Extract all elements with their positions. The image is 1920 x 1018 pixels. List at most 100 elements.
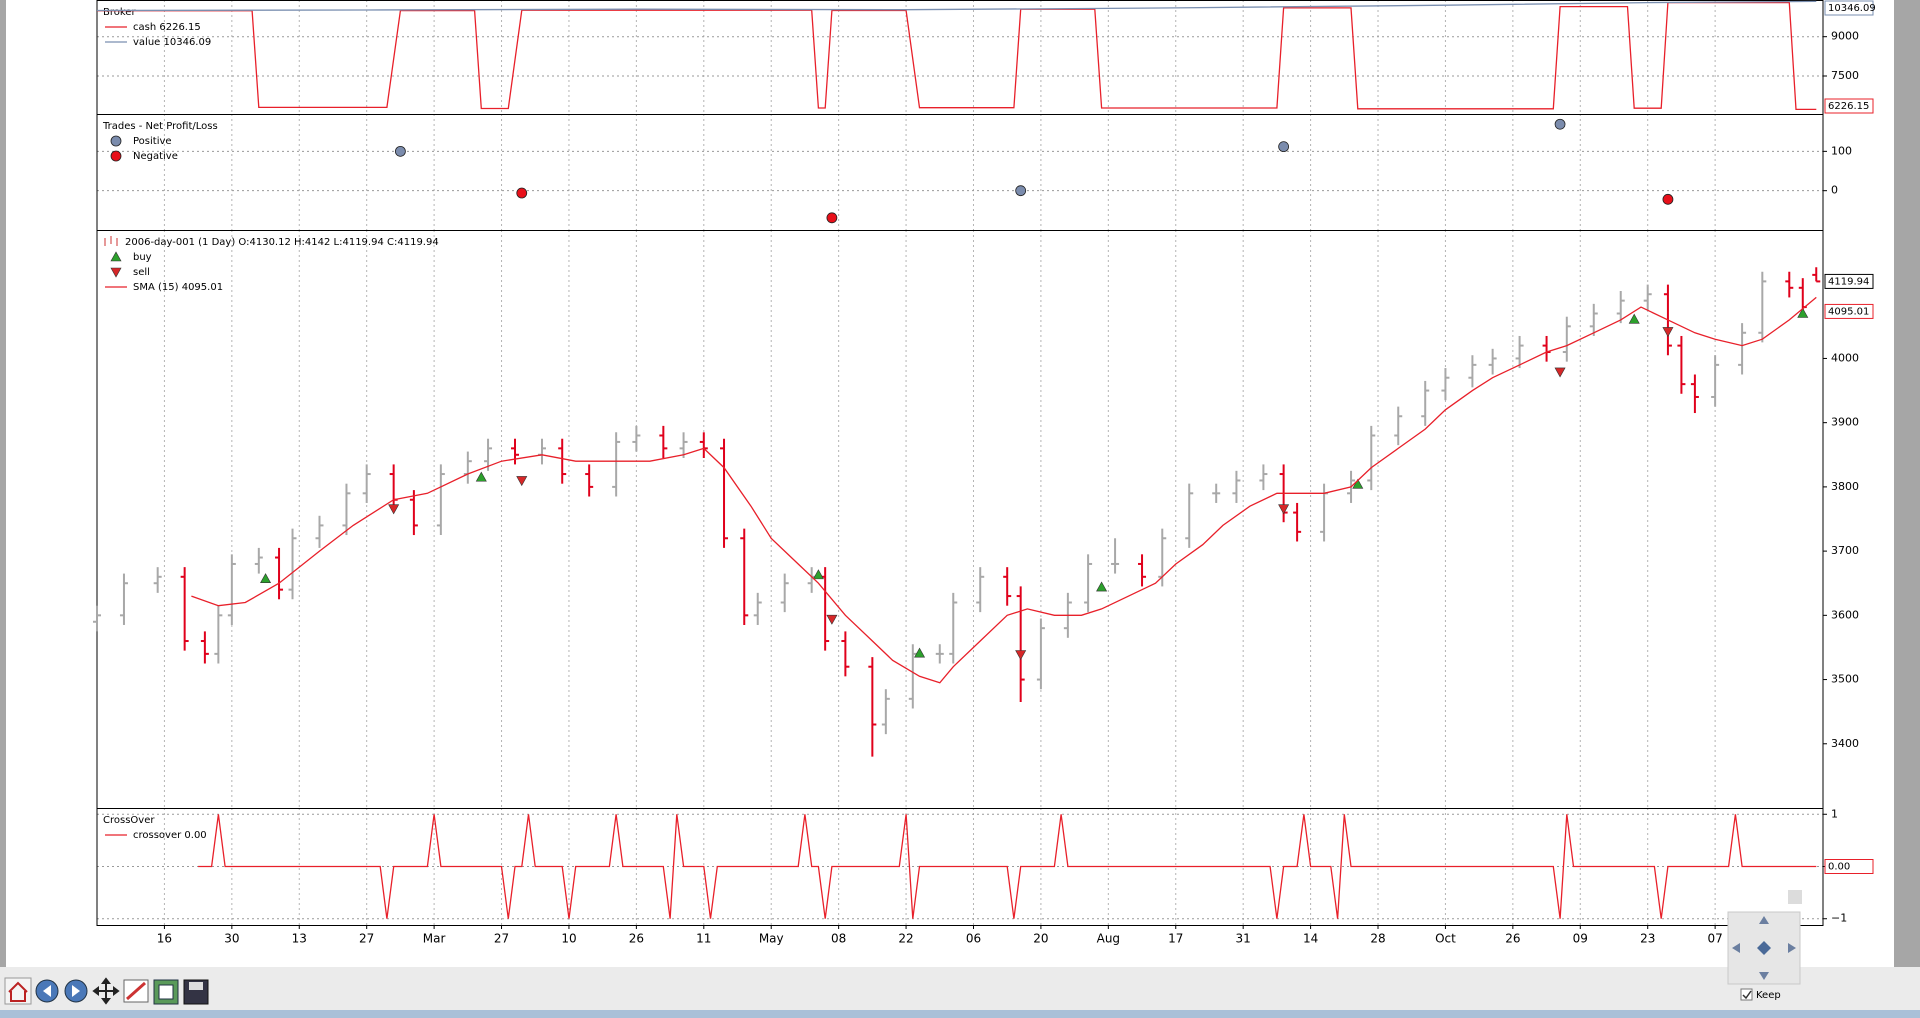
y-tick-label: 3400 (1831, 737, 1859, 750)
x-tick-label: 08 (831, 932, 846, 946)
x-tick-label: 23 (1640, 932, 1655, 946)
x-tick-label: 26 (1505, 932, 1520, 946)
x-tick-label: 09 (1573, 932, 1588, 946)
window-edge (0, 0, 6, 967)
x-tick-label: 22 (898, 932, 913, 946)
series-line (198, 814, 1817, 919)
panel-title: Broker (103, 7, 136, 18)
x-tick-label: 26 (629, 932, 644, 946)
buy-marker (1797, 307, 1809, 318)
x-tick-label: Oct (1435, 932, 1456, 946)
sell-marker (1554, 367, 1566, 378)
y-tick-label: 3600 (1831, 608, 1859, 621)
trade-point (1278, 141, 1290, 153)
home-button[interactable] (4, 977, 32, 1005)
buy-marker (812, 569, 824, 580)
buy-marker (475, 471, 487, 482)
navigation-widget: Keep (1727, 890, 1802, 1001)
y-tick-label: 4000 (1831, 351, 1859, 364)
window-edge (1894, 0, 1920, 967)
keep-checkbox[interactable] (1740, 988, 1753, 1001)
y-tick-label: 3500 (1831, 673, 1859, 686)
buy-marker (1628, 313, 1640, 324)
panel-title: 2006-day-001 (1 Day) O:4130.12 H:4142 L:… (125, 237, 439, 248)
y-tick-label: 3800 (1831, 480, 1859, 493)
x-tick-label: 27 (494, 932, 509, 946)
nav-button[interactable] (1788, 890, 1802, 904)
toolbar-buttons (4, 977, 209, 1005)
trade-point (394, 145, 406, 157)
x-tick-label: 06 (966, 932, 981, 946)
configure-button[interactable] (153, 979, 179, 1005)
buy-marker (1352, 478, 1364, 489)
panel-title: Trades - Net Profit/Loss (102, 121, 218, 132)
x-tick-label: 16 (157, 932, 172, 946)
x-tick-label: 07 (1707, 932, 1722, 946)
last-value-tag (1824, 859, 1874, 874)
x-tick-label: 30 (224, 932, 239, 946)
trade-point (1554, 118, 1566, 130)
last-value-label: 4095.01 (1828, 306, 1869, 317)
last-value-tag (1824, 0, 1874, 16)
legend-label: crossover 0.00 (133, 830, 207, 841)
sell-marker (516, 476, 528, 487)
series-line (191, 296, 1817, 684)
sell-marker (1278, 504, 1290, 515)
sell-marker (1015, 650, 1027, 661)
sell-marker (826, 614, 838, 625)
buy-marker (914, 647, 926, 658)
last-value-label: 6226.15 (1828, 101, 1869, 112)
status-bar (0, 1010, 1920, 1018)
trade-point (1662, 193, 1674, 205)
y-tick-label: 1 (1831, 807, 1838, 820)
save-button[interactable] (183, 979, 209, 1005)
legend-ohlc-icon (104, 236, 118, 246)
legend-label: Negative (133, 151, 178, 162)
buy-marker (1096, 581, 1108, 592)
y-tick-label: 100 (1831, 144, 1852, 157)
legend-label: value 10346.09 (133, 37, 211, 48)
panel-title: CrossOver (103, 815, 155, 826)
nav-center[interactable] (1757, 941, 1771, 955)
sell-marker (388, 504, 400, 515)
legend-swatch (110, 135, 122, 147)
x-tick-label: May (759, 932, 784, 946)
legend-swatch (110, 251, 122, 262)
zoom-button[interactable] (123, 979, 149, 1003)
forward-button[interactable] (64, 979, 88, 1003)
back-button[interactable] (35, 979, 59, 1003)
x-tick-label: 10 (561, 932, 576, 946)
y-tick-label: 9000 (1831, 30, 1859, 43)
buy-marker (260, 573, 272, 584)
last-value-label: 4119.94 (1828, 276, 1869, 287)
y-tick-label: 7500 (1831, 69, 1859, 82)
x-tick-label: 13 (292, 932, 307, 946)
keep-label: Keep (1756, 990, 1781, 1001)
x-tick-label: 20 (1033, 932, 1048, 946)
legend-label: cash 6226.15 (133, 22, 201, 33)
trade-point (516, 187, 528, 199)
x-tick-label: Mar (423, 932, 446, 946)
last-value-tag (1824, 273, 1874, 289)
y-tick-label: 3700 (1831, 544, 1859, 557)
x-tick-label: 14 (1303, 932, 1318, 946)
last-value-label: 0.00 (1828, 862, 1850, 873)
last-value-tag (1824, 303, 1874, 319)
x-tick-label: 27 (359, 932, 374, 946)
keep-check (1742, 990, 1752, 1000)
legend-swatch (110, 150, 122, 162)
trade-point (1015, 185, 1027, 197)
last-value-tag (1824, 98, 1874, 114)
y-tick-label: 0 (1831, 184, 1838, 197)
pan-button[interactable] (92, 977, 120, 1005)
y-tick-label: −1 (1831, 912, 1847, 925)
last-value-label: 10346.09 (1828, 3, 1876, 14)
panel-frame (96, 808, 1824, 926)
x-tick-label: Aug (1097, 932, 1120, 946)
trade-point (826, 212, 838, 224)
x-tick-label: 17 (1168, 932, 1183, 946)
legend-label: SMA (15) 4095.01 (133, 282, 223, 293)
